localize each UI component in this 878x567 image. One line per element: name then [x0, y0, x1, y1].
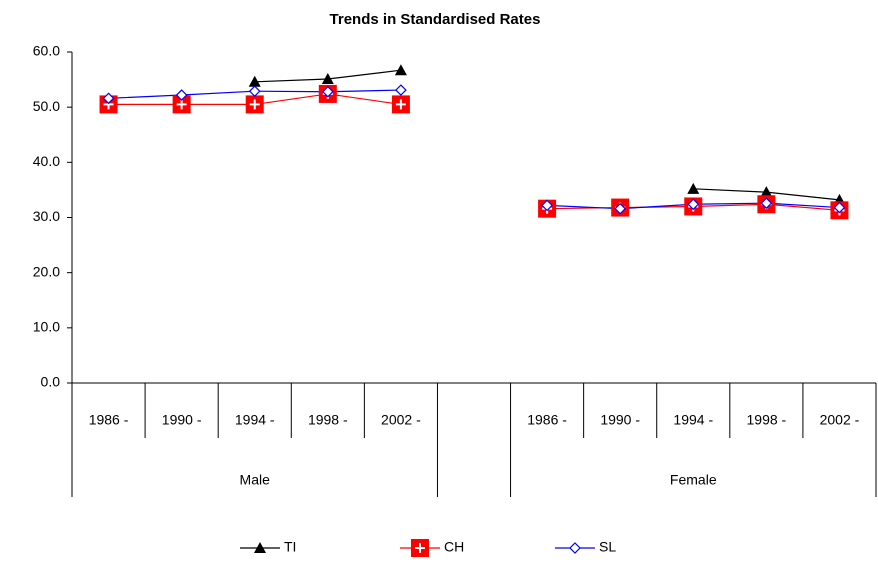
y-tick-label: 50.0 — [33, 98, 60, 114]
legend-label: CH — [444, 539, 464, 555]
x-tick-label: 1986 - — [89, 412, 129, 428]
marker — [175, 89, 188, 101]
marker — [541, 199, 553, 212]
marker — [569, 542, 581, 554]
x-tick-label: 1994 - — [235, 412, 275, 428]
marker — [245, 95, 264, 114]
marker — [99, 95, 118, 114]
x-tick-label: 1986 - — [527, 412, 567, 428]
y-tick-label: 0.0 — [41, 374, 61, 390]
x-tick-label: 1998 - — [747, 412, 787, 428]
marker — [102, 92, 115, 105]
marker — [411, 539, 429, 557]
marker — [254, 542, 266, 553]
x-tick-label: 2002 - — [381, 412, 421, 428]
marker — [687, 198, 700, 211]
y-tick-label: 10.0 — [33, 319, 60, 335]
y-tick-label: 20.0 — [33, 263, 60, 279]
marker — [391, 95, 410, 114]
legend-label: SL — [599, 539, 616, 555]
y-tick-label: 30.0 — [33, 208, 60, 224]
series-line — [108, 93, 840, 211]
x-tick-label: 1990 - — [600, 412, 640, 428]
marker — [687, 182, 700, 194]
x-tick-label: 1994 - — [673, 412, 713, 428]
marker — [395, 84, 407, 96]
group-label: Male — [240, 472, 271, 488]
x-tick-label: 2002 - — [820, 412, 860, 428]
x-tick-label: 1990 - — [162, 412, 202, 428]
legend-label: TI — [284, 539, 296, 555]
marker — [321, 73, 334, 85]
marker — [760, 197, 773, 210]
marker — [172, 95, 191, 114]
marker — [614, 202, 627, 215]
y-tick-label: 40.0 — [33, 153, 60, 169]
y-tick-label: 60.0 — [33, 43, 60, 59]
chart-title: Trends in Standardised Rates — [330, 11, 541, 28]
marker — [321, 85, 334, 98]
marker — [833, 201, 846, 214]
marker — [760, 186, 773, 198]
x-tick-label: 1998 - — [308, 412, 348, 428]
group-label: Female — [670, 472, 717, 488]
series-line — [254, 69, 840, 201]
marker — [248, 75, 261, 87]
marker — [394, 64, 407, 76]
marker — [248, 85, 261, 98]
